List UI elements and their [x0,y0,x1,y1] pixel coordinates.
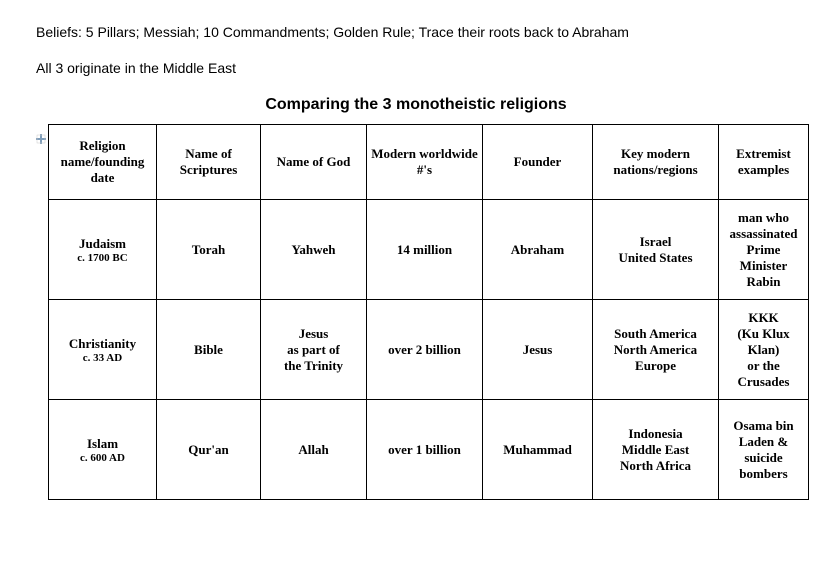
table-header-row: Religion name/founding date Name of Scri… [49,125,809,200]
intro-origin: All 3 originate in the Middle East [36,60,796,76]
table-row: Judaism c. 1700 BC Torah Yahweh 14 milli… [49,200,809,300]
table-title: Comparing the 3 monotheistic religions [36,96,796,114]
cell-regions: IndonesiaMiddle EastNorth Africa [593,400,719,500]
cell-regions: South AmericaNorth AmericaEurope [593,300,719,400]
col-founder: Founder [483,125,593,200]
cell-numbers: over 1 billion [367,400,483,500]
cell-scriptures: Bible [157,300,261,400]
intro-beliefs: Beliefs: 5 Pillars; Messiah; 10 Commandm… [36,24,796,40]
cell-founder: Abraham [483,200,593,300]
religion-date: c. 1700 BC [53,252,152,264]
anchor-icon [36,134,46,144]
cell-founder: Jesus [483,300,593,400]
cell-founder: Muhammad [483,400,593,500]
col-numbers: Modern worldwide #'s [367,125,483,200]
cell-numbers: 14 million [367,200,483,300]
cell-scriptures: Qur'an [157,400,261,500]
col-regions: Key modern nations/regions [593,125,719,200]
col-god: Name of God [261,125,367,200]
religion-name: Islam [53,436,152,452]
cell-numbers: over 2 billion [367,300,483,400]
cell-religion: Islam c. 600 AD [49,400,157,500]
cell-regions: IsraelUnited States [593,200,719,300]
cell-god: Yahweh [261,200,367,300]
cell-god: Jesusas part ofthe Trinity [261,300,367,400]
cell-religion: Judaism c. 1700 BC [49,200,157,300]
cell-extremist: Osama bin Laden & suicide bombers [719,400,809,500]
cell-religion: Christianity c. 33 AD [49,300,157,400]
cell-god: Allah [261,400,367,500]
col-extremist: Extremist examples [719,125,809,200]
religion-name: Christianity [53,336,152,352]
religion-date: c. 33 AD [53,352,152,364]
cell-scriptures: Torah [157,200,261,300]
col-scriptures: Name of Scriptures [157,125,261,200]
comparison-table: Religion name/founding date Name of Scri… [48,124,809,500]
religion-date: c. 600 AD [53,452,152,464]
table-row: Islam c. 600 AD Qur'an Allah over 1 bill… [49,400,809,500]
col-religion: Religion name/founding date [49,125,157,200]
cell-extremist: man who assassinated Prime Minister Rabi… [719,200,809,300]
religion-name: Judaism [53,236,152,252]
cell-extremist: KKK(Ku Klux Klan)or theCrusades [719,300,809,400]
table-row: Christianity c. 33 AD Bible Jesusas part… [49,300,809,400]
